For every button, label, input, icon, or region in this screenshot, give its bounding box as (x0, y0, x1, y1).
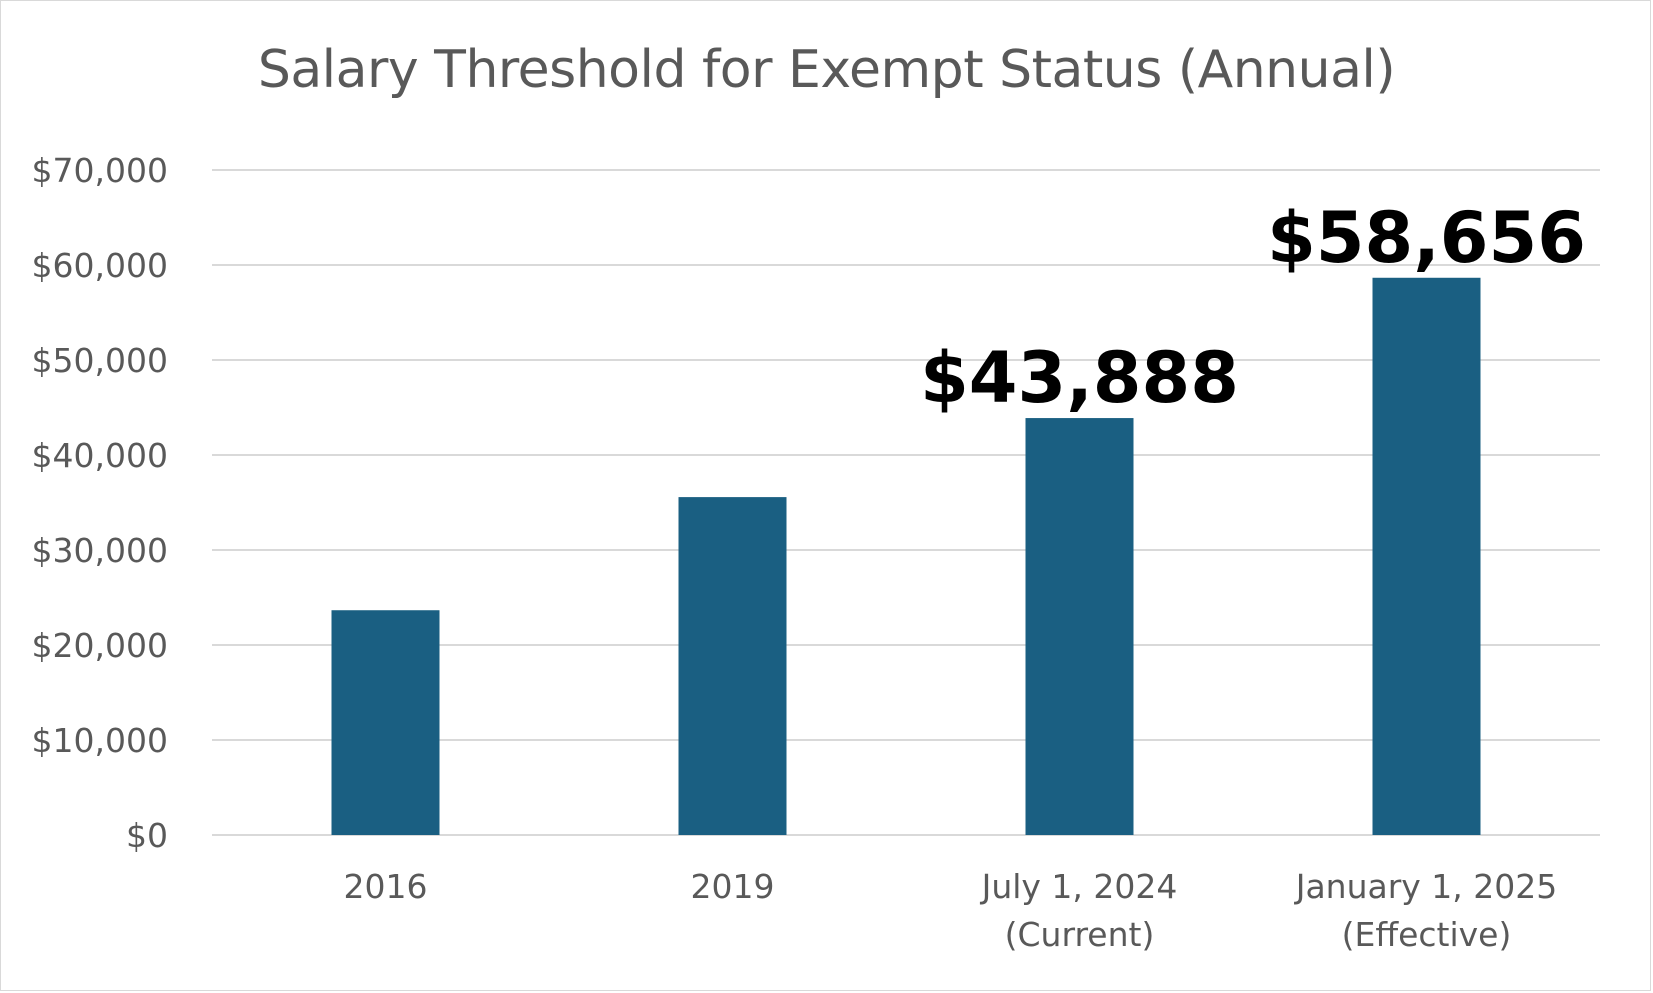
bar (1372, 277, 1481, 835)
y-tick-label: $70,000 (32, 151, 168, 190)
bar (678, 497, 787, 835)
x-tick-label: 2016 (344, 867, 428, 906)
bar (1025, 418, 1134, 835)
y-tick-label: $30,000 (32, 531, 168, 570)
chart-title: Salary Threshold for Exempt Status (Annu… (257, 40, 1396, 100)
y-tick-label: $50,000 (32, 341, 168, 380)
y-tick-label: $0 (126, 816, 168, 855)
bar (331, 610, 440, 835)
y-tick-label: $60,000 (32, 246, 168, 285)
data-label: $58,656 (1267, 197, 1586, 279)
x-tick-label: (Current) (1005, 915, 1155, 954)
x-tick-label: January 1, 2025 (1294, 867, 1558, 906)
y-tick-label: $20,000 (32, 626, 168, 665)
y-tick-label: $40,000 (32, 436, 168, 475)
x-tick-label: July 1, 2024 (980, 867, 1178, 906)
x-tick-label: (Effective) (1342, 915, 1512, 954)
data-label: $43,888 (920, 337, 1239, 419)
y-tick-label: $10,000 (32, 721, 168, 760)
x-tick-label: 2019 (691, 867, 775, 906)
